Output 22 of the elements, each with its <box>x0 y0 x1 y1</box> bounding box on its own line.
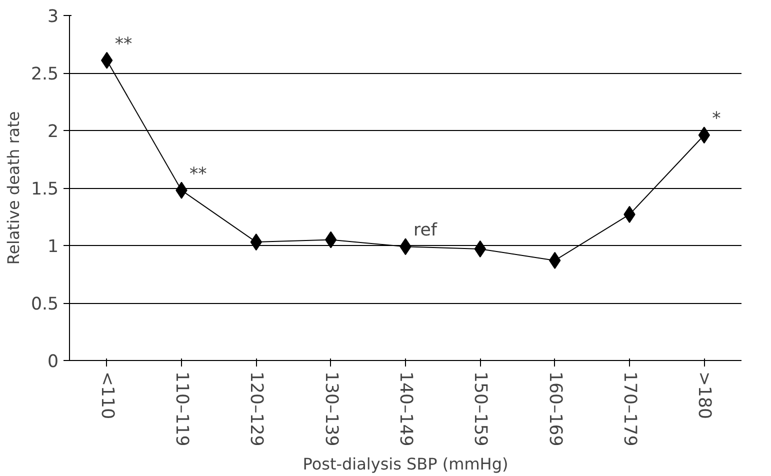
y-tick-label: 0.5 <box>30 294 59 314</box>
annotation: ** <box>114 34 132 54</box>
y-axis-title: Relative death rate <box>4 111 23 265</box>
x-tick-label: >180 <box>694 372 714 420</box>
x-tick-label: 170–179 <box>620 372 640 446</box>
x-tick-label: 150–159 <box>470 372 490 446</box>
y-tick-label: 2.5 <box>30 64 59 84</box>
annotation: ** <box>190 164 208 184</box>
x-tick-label: 160–169 <box>544 372 565 446</box>
annotation: ref <box>414 220 438 241</box>
x-tick-label: 130–139 <box>320 372 341 446</box>
y-tick-label: 2 <box>47 122 59 142</box>
y-tick-label: 3 <box>47 7 59 27</box>
y-tick-label: 1.5 <box>30 180 59 200</box>
y-tick-label: 1 <box>47 237 59 257</box>
x-tick-label: 140–149 <box>396 372 416 446</box>
x-tick-label: 120–129 <box>246 372 266 446</box>
x-tick-label: 110–119 <box>172 372 192 446</box>
x-axis-title: Post-dialysis SBP (mmHg) <box>302 454 508 474</box>
y-tick-label: 0 <box>47 352 59 372</box>
x-tick-label: <110 <box>96 372 117 420</box>
annotation: * <box>712 109 722 130</box>
